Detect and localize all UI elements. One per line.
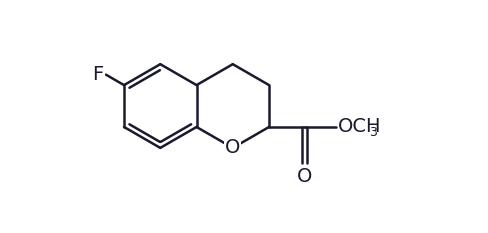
Text: OCH: OCH xyxy=(338,117,382,137)
Text: 3: 3 xyxy=(369,126,377,139)
Text: F: F xyxy=(93,65,104,84)
Text: O: O xyxy=(297,167,312,186)
Text: O: O xyxy=(225,138,241,158)
